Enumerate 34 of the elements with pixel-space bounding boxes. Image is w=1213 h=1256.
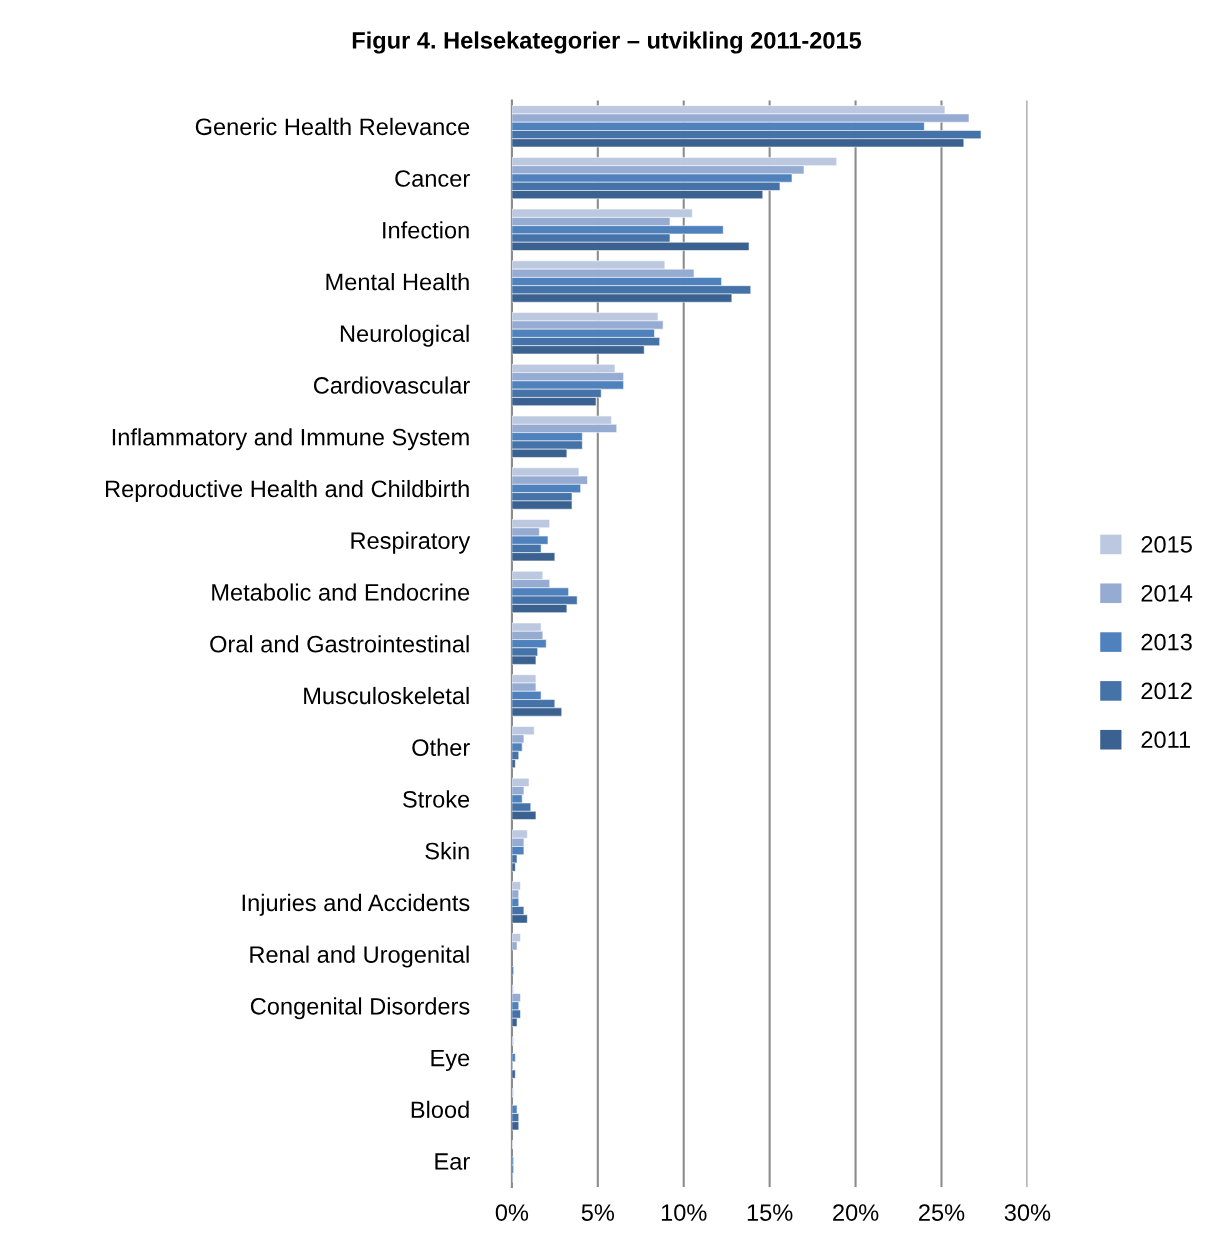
legend-label: 2015 [1141,536,1192,553]
x-tick-label: 30% [1004,1204,1051,1221]
y-tick-label: Congenital Disorders [250,997,470,1020]
y-tick-label: Ear [435,1153,470,1170]
y-tick-label: Inflammatory and Immune System [112,428,469,451]
legend-label: 2011 [1141,731,1190,749]
y-tick-label: Infection [383,221,469,239]
y-tick-label: Cancer [395,170,470,187]
x-tick-label: 25% [919,1204,965,1221]
y-tick-label: Renal and Urogenital [250,945,469,968]
y-tick-label: Other [412,738,470,756]
y-tick-label: Blood [411,1100,469,1119]
x-tick-label: 0% [495,1204,529,1221]
y-tick-label: Mental Health [326,273,469,291]
y-tick-label: Neurological [340,324,469,347]
y-tick-label: Stroke [403,790,470,808]
y-tick-label: Reproductive Health and Childbirth [106,479,469,502]
chart-title: Figur 4. Helsekategorier – utvikling 2011-2015 [352,31,862,54]
y-tick-label: Generic Health Relevance [195,117,470,136]
y-tick-label: Injuries and Accidents [242,893,470,916]
y-tick-label: Respiratory [351,531,471,554]
x-tick-label: 5% [581,1204,615,1221]
y-tick-label: Musculoskeletal [304,686,469,705]
legend-label: 2014 [1141,584,1193,602]
y-tick-label: Skin [425,842,469,860]
y-tick-label: Cardiovascular [313,376,470,394]
legend-label: 2013 [1141,633,1192,651]
y-tick-label: Oral and Gastrointestinal [210,635,469,653]
x-tick-label: 15% [747,1204,793,1221]
y-tick-label: Eye [431,1049,470,1072]
x-tick-label: 10% [661,1204,707,1221]
y-tick-label: Metabolic and Endocrine [212,583,470,601]
x-tick-label: 20% [833,1204,879,1221]
legend-label: 2012 [1141,682,1192,700]
